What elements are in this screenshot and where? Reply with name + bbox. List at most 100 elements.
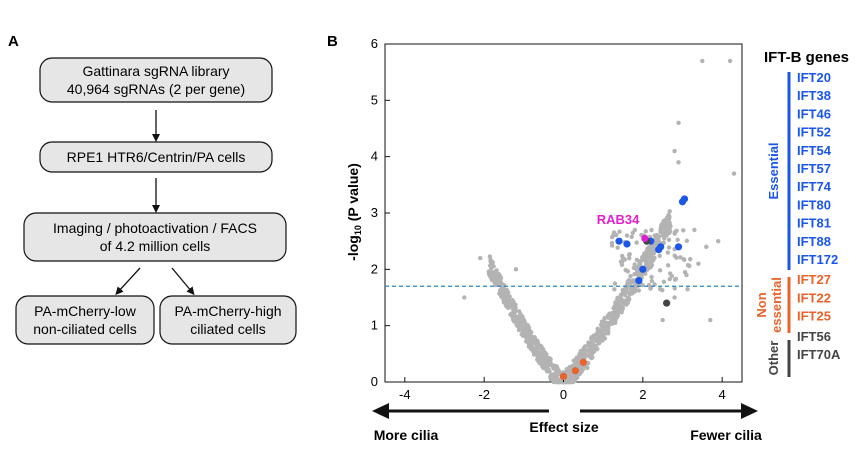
- gene-point: [632, 227, 638, 233]
- flow-box-library: [39, 57, 273, 103]
- gene-point: [660, 317, 665, 323]
- gene-point: [612, 281, 618, 286]
- y-axis-label-suffix: (P value): [345, 163, 361, 225]
- gene-point: [612, 287, 617, 292]
- gene-point: [609, 321, 615, 326]
- gene-point: [649, 252, 654, 258]
- legend-gene: IFT80: [797, 197, 831, 212]
- gene-point: [532, 338, 537, 343]
- gene-point: [632, 262, 637, 267]
- gene-point: [534, 343, 539, 349]
- gene-point: [708, 317, 713, 323]
- gene-point: [550, 374, 556, 379]
- gene-point: [672, 277, 678, 282]
- gene-point: [617, 229, 622, 234]
- ift-legend: IFT-B genes IFT20IFT38IFT46IFT52IFT54IFT…: [754, 49, 849, 377]
- arrow-right-head: [741, 403, 758, 419]
- gene-point: [649, 274, 654, 280]
- gene-point: [568, 369, 573, 375]
- y-tick-label: 2: [371, 261, 378, 276]
- x-tick-label: 0: [560, 387, 567, 402]
- gene-point: [528, 329, 534, 335]
- arrow-left-head: [372, 403, 389, 419]
- gene-point: [643, 256, 649, 262]
- panel-b: B -4 -2 0 2 4 0 1 2 3 4 5 6 RAB34 -log10 (P value)…: [327, 33, 762, 443]
- gene-point: [493, 272, 499, 278]
- highlight-point-non-essential: [579, 358, 587, 366]
- gene-point: [684, 238, 690, 244]
- gene-point: [624, 233, 630, 238]
- flow-box-low-line-2: non-ciliated cells: [33, 321, 137, 337]
- gene-point: [672, 230, 677, 235]
- legend-gene: IFT172: [797, 252, 838, 267]
- gene-point: [615, 295, 620, 301]
- gene-point: [667, 230, 672, 236]
- flow-arrow-3a: [115, 267, 141, 295]
- gene-point: [660, 287, 665, 293]
- gene-point: [489, 259, 494, 265]
- gene-point: [676, 120, 681, 126]
- gene-point: [661, 279, 667, 284]
- gene-point: [585, 365, 590, 371]
- gene-point: [640, 282, 645, 288]
- gene-point: [618, 304, 623, 309]
- x-axis-ticks: -4 -2 0 2 4: [399, 377, 726, 402]
- legend-group-nonessential-line-2: essential: [769, 277, 784, 333]
- gene-point: [623, 267, 628, 273]
- gene-point: [645, 246, 650, 251]
- gene-point: [685, 287, 690, 292]
- gene-point: [667, 276, 672, 282]
- gene-point: [503, 291, 508, 296]
- gene-point: [510, 305, 515, 311]
- gene-point: [617, 309, 622, 315]
- gene-point: [488, 275, 493, 280]
- y-tick-label: 3: [371, 205, 378, 220]
- y-tick-label: 5: [371, 92, 378, 107]
- highlight-point-essential: [674, 243, 683, 251]
- gene-point: [597, 332, 602, 338]
- gene-point: [687, 263, 692, 269]
- gene-point: [539, 360, 544, 366]
- gene-point: [632, 283, 638, 289]
- gene-point: [662, 220, 668, 225]
- gene-point: [500, 283, 505, 288]
- y-axis-label-prefix: -log: [345, 235, 361, 261]
- gene-point: [563, 379, 568, 385]
- y-axis-label: -log10 (P value): [345, 163, 363, 261]
- gene-point: [614, 305, 620, 310]
- legend-group-nonessential-line-1: Non: [754, 292, 769, 317]
- gene-point: [603, 327, 608, 332]
- x-tick-label: 4: [719, 387, 726, 402]
- gene-point: [629, 234, 634, 240]
- gene-point: [573, 362, 578, 368]
- highlight-point-essential: [615, 237, 623, 245]
- gene-point: [681, 257, 687, 262]
- gene-point: [522, 319, 528, 325]
- gene-point: [684, 272, 689, 278]
- gene-point: [486, 271, 492, 277]
- flow-box-low-line-1: PA-mCherry-low: [34, 303, 137, 319]
- gene-point: [626, 278, 631, 284]
- y-axis-ticks: 0 1 2 3 4 5 6: [371, 36, 390, 389]
- gene-point: [727, 58, 733, 64]
- gene-point: [625, 300, 630, 306]
- panel-b-label: B: [327, 33, 338, 50]
- gene-point: [696, 261, 701, 266]
- gene-point: [602, 315, 607, 321]
- gene-point: [535, 357, 540, 362]
- highlight-point-essential: [680, 195, 689, 203]
- legend-gene: IFT88: [797, 234, 831, 249]
- gene-point: [567, 379, 573, 385]
- gene-point: [634, 240, 639, 245]
- gene-point: [579, 369, 584, 374]
- gene-point: [567, 365, 572, 370]
- gene-point: [659, 227, 665, 233]
- highlight-point-essential: [623, 240, 631, 248]
- gene-point: [610, 243, 615, 248]
- gene-point: [462, 295, 467, 300]
- gene-point: [505, 298, 511, 303]
- legend-gene: IFT54: [797, 143, 832, 158]
- gene-point: [648, 286, 653, 291]
- flow-box-high-line-1: PA-mCherry-high: [174, 303, 281, 319]
